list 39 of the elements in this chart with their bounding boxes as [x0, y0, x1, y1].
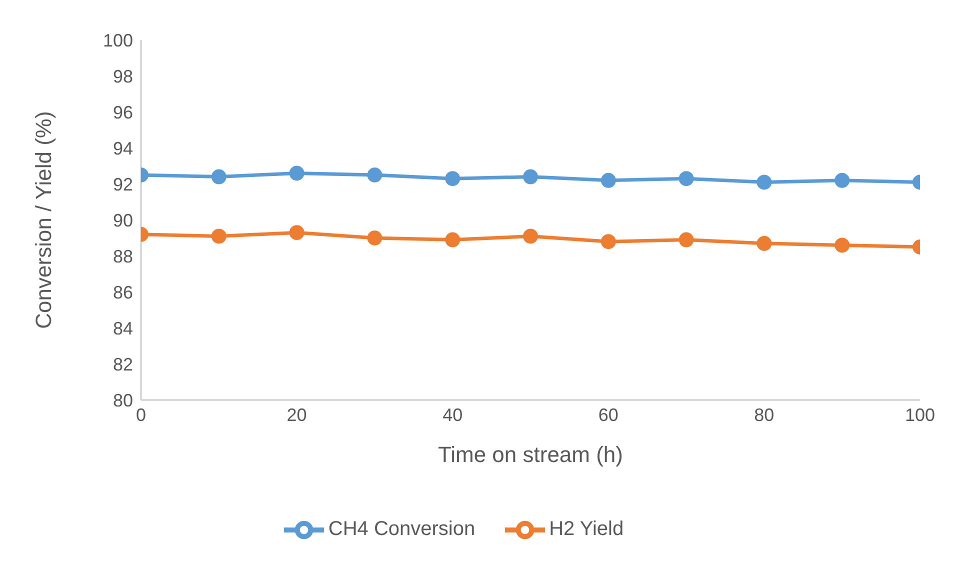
- point: [289, 166, 304, 181]
- point: [678, 171, 694, 186]
- y-tick-label: 100: [102, 30, 133, 50]
- point: [600, 234, 616, 250]
- point: [834, 172, 850, 188]
- y-axis-title: Conversion / Yield (%): [30, 111, 56, 329]
- y-tick-label: 94: [112, 138, 133, 158]
- point: [523, 228, 538, 244]
- y-tick-label: 88: [112, 246, 133, 266]
- y-tick-label: 98: [112, 66, 133, 86]
- y-tick-label: 84: [112, 318, 133, 338]
- y-tick-label: 92: [112, 174, 133, 194]
- y-tick-label: 80: [112, 390, 133, 410]
- legend-label: H2 Yield: [549, 518, 624, 540]
- x-axis-title: Time on stream (h): [438, 442, 624, 467]
- point: [523, 169, 538, 184]
- point: [211, 169, 226, 184]
- legend-label: CH4 Conversion: [328, 518, 476, 540]
- x-tick-label: 100: [904, 404, 936, 425]
- point: [834, 238, 850, 253]
- y-tick-label: 82: [112, 354, 133, 374]
- y-tick-label: 90: [112, 210, 133, 230]
- point: [600, 172, 616, 188]
- y-tick-label: 86: [112, 282, 133, 302]
- point: [756, 174, 772, 190]
- point: [756, 236, 772, 251]
- point: [678, 232, 694, 248]
- point: [445, 232, 460, 248]
- point: [211, 228, 226, 244]
- x-tick-label: 60: [598, 404, 618, 425]
- point: [367, 230, 382, 246]
- point: [289, 225, 304, 240]
- x-tick-label: 20: [286, 404, 307, 425]
- point: [367, 168, 382, 182]
- point: [445, 171, 460, 186]
- x-tick-label: 40: [442, 404, 463, 425]
- x-tick-label: 0: [136, 404, 146, 425]
- x-tick-label: 80: [754, 404, 774, 425]
- y-tick-label: 96: [112, 102, 133, 122]
